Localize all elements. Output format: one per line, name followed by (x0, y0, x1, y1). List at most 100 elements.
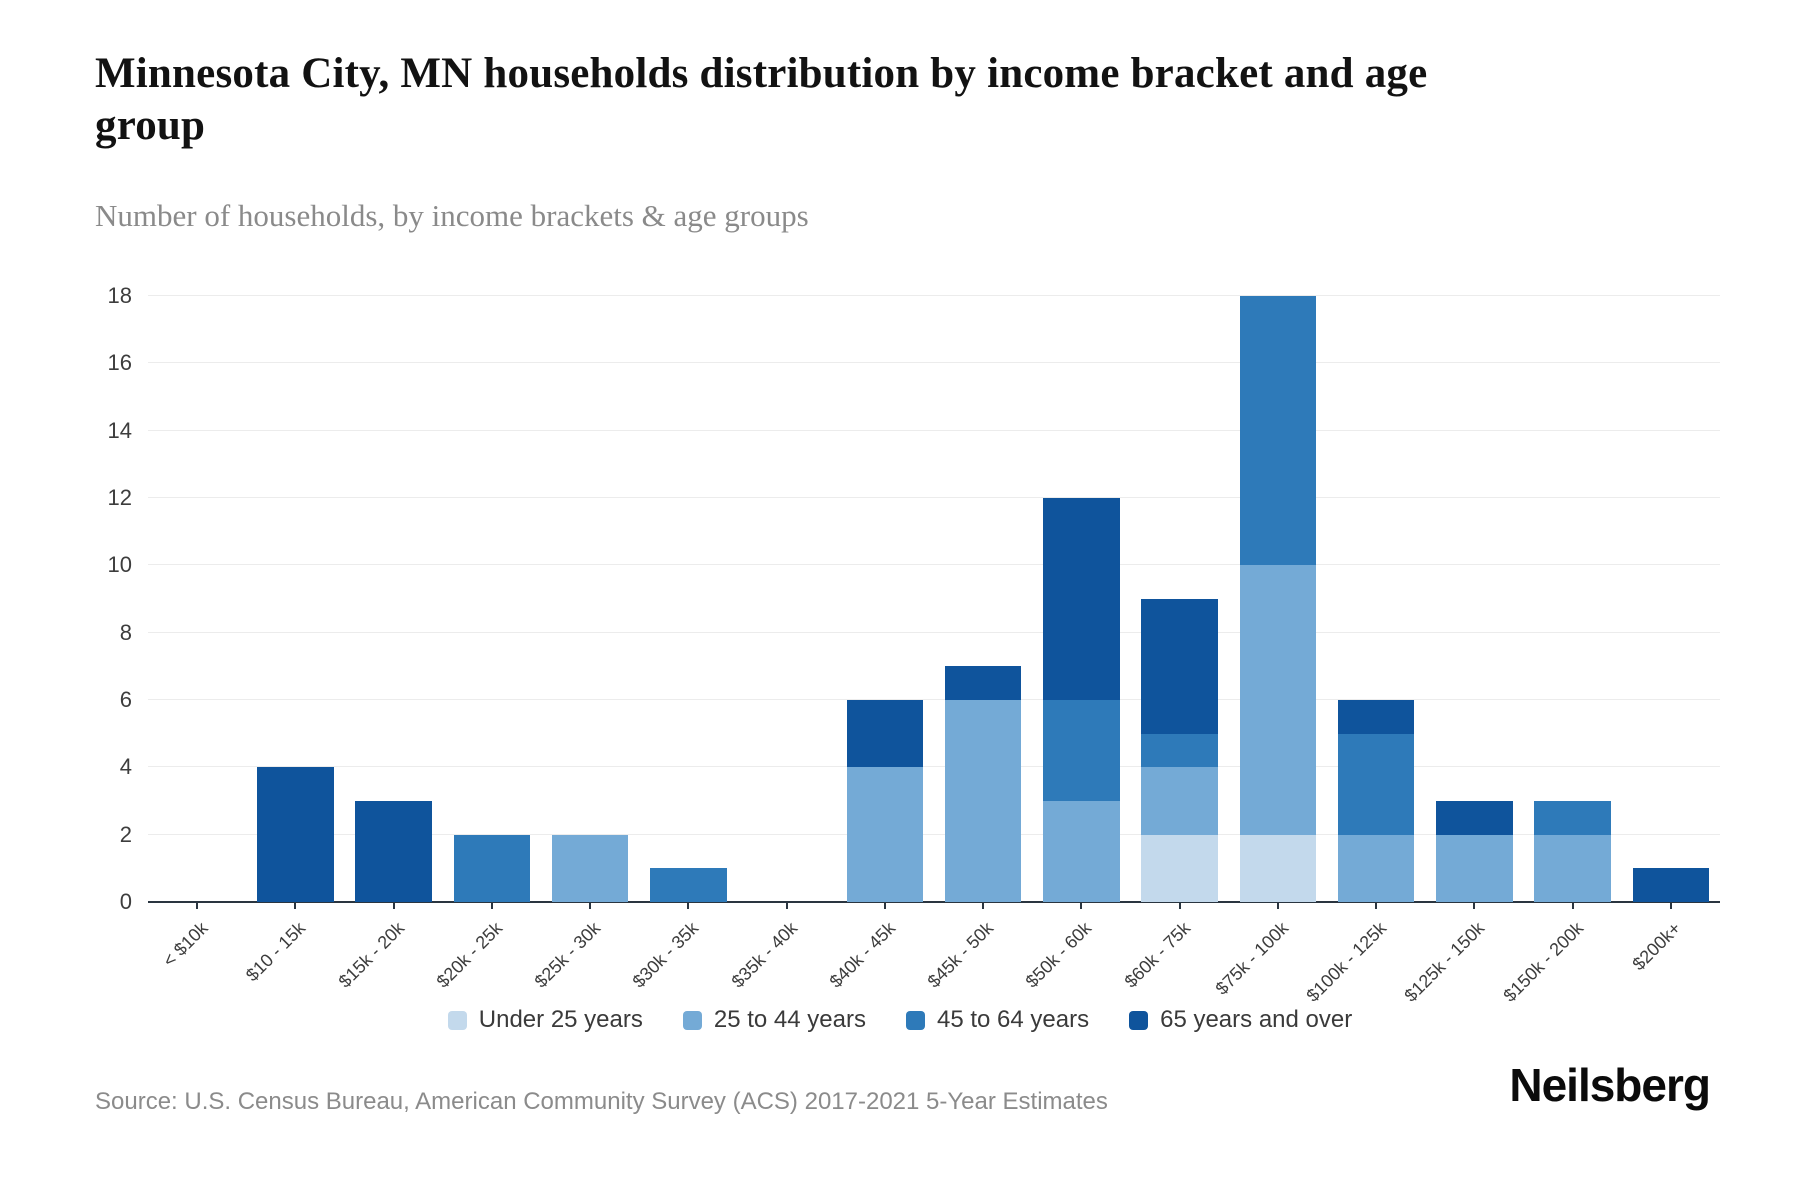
gridline-y-18 (148, 295, 1720, 296)
x-axis-tick (1669, 902, 1672, 909)
bar-75k-100k (1239, 296, 1317, 902)
x-axis-label-15: $200k+ (1628, 918, 1686, 975)
x-axis-label-10: $60k - 75k (1120, 918, 1194, 992)
chart-title: Minnesota City, MN households distributi… (95, 50, 1428, 150)
bar-45k-50k (944, 666, 1022, 902)
x-axis-label-13: $125k - 150k (1400, 918, 1489, 1006)
bar-segment-under-25-years (1239, 834, 1317, 902)
bar-segment-25-to-44-years (551, 834, 629, 902)
gridline-y-16 (148, 362, 1720, 364)
x-axis-tick (982, 902, 985, 909)
y-axis-tick-label-0: 0 (119, 889, 132, 914)
gridline-y-12 (148, 497, 1720, 498)
x-axis-tick (1375, 902, 1378, 909)
x-axis-tick (1178, 902, 1181, 909)
y-axis-tick-label-18: 18 (107, 283, 132, 308)
gridline-y-14 (148, 429, 1720, 431)
gridline-y-2 (148, 833, 1720, 835)
x-axis-tick (883, 902, 886, 909)
bar-50k-60k (1043, 498, 1120, 902)
x-axis-tick (1571, 902, 1574, 909)
legend-item-45-to-64-years: 45 to 64 years (905, 1006, 1090, 1034)
plot-area: 0 2 4 6 8 10 12 14 16 18 < $10k $10 - 15k $15k - 20k… (108, 283, 1720, 1006)
legend-label: 65 years and over (1160, 1006, 1353, 1033)
x-axis-tick (490, 902, 493, 909)
bar-segment-45-to-64-years (1337, 733, 1415, 835)
bar-segment-65-years-and-over (1043, 498, 1120, 700)
bar-segment-25-to-44-years (944, 700, 1022, 902)
source-text: Source: U.S. Census Bureau, American Com… (95, 1088, 1108, 1115)
x-axis-label-12: $100k - 125k (1302, 918, 1391, 1006)
bar-segment-65-years-and-over (1337, 700, 1415, 734)
x-axis-tick (294, 902, 297, 909)
x-axis-tick (1080, 902, 1083, 909)
legend-item-under-25-years: Under 25 years (447, 1006, 643, 1034)
bar-segment-25-to-44-years (1534, 834, 1611, 902)
bar-segment-65-years-and-over (257, 767, 334, 902)
bar-segment-65-years-and-over (355, 801, 432, 902)
x-axis-tick (785, 902, 788, 909)
x-axis-tick (1473, 902, 1476, 909)
legend-label: 25 to 44 years (713, 1006, 866, 1033)
y-axis-tick-label-2: 2 (119, 821, 132, 847)
x-axis-tick (687, 902, 690, 909)
bar-60k-75k (1141, 599, 1218, 902)
bar-125k-150k (1436, 801, 1513, 902)
bar-segment-25-to-44-years (1239, 565, 1317, 835)
legend-swatch (905, 1010, 925, 1030)
legend-label: 45 to 64 years (936, 1006, 1090, 1033)
bar-segment-45-to-64-years (1239, 296, 1317, 566)
legend-swatch (447, 1010, 467, 1030)
bar-10-15k (257, 767, 334, 902)
bar-segment-45-to-64-years (453, 834, 531, 902)
bar-200k (1632, 868, 1710, 902)
bar-segment-45-to-64-years (1141, 733, 1218, 768)
bar-segment-under-25-years (1141, 834, 1218, 902)
y-axis-tick-label-4: 4 (119, 754, 132, 780)
bar-segment-65-years-and-over (1632, 868, 1710, 902)
x-axis-label-0: < $10k (158, 918, 212, 971)
gridline-y-10 (148, 564, 1720, 566)
x-axis-label-1: $10 - 15k (242, 918, 310, 986)
bar-segment-45-to-64-years (650, 868, 727, 902)
legend-item-25-to-44-years: 25 to 44 years (682, 1006, 866, 1034)
bar-15k-20k (355, 801, 432, 902)
x-axis-tick (1276, 902, 1279, 909)
y-axis-tick-label-14: 14 (107, 417, 132, 443)
x-axis-label-5: $30k - 35k (628, 918, 703, 992)
y-axis-tick-label-12: 12 (107, 485, 132, 510)
x-axis-tick (589, 902, 592, 909)
x-axis-label-14: $150k - 200k (1499, 918, 1587, 1006)
x-axis-label-11: $75k - 100k (1211, 918, 1293, 999)
legend-label: Under 25 years (478, 1006, 643, 1033)
bar-100k-125k (1337, 700, 1415, 902)
y-axis-tick-label-16: 16 (107, 350, 132, 376)
bar-segment-25-to-44-years (1436, 834, 1513, 902)
bar-segment-65-years-and-over (846, 700, 924, 768)
x-axis-tick (196, 902, 199, 909)
x-axis-label-4: $25k - 30k (530, 918, 605, 992)
bar-segment-45-to-64-years (1043, 700, 1120, 801)
bar-segment-25-to-44-years (846, 767, 924, 902)
bar-25k-30k (551, 834, 629, 902)
bar-20k-25k (453, 834, 531, 902)
bar-segment-45-to-64-years (1534, 801, 1611, 835)
x-axis-label-7: $40k - 45k (825, 918, 900, 992)
y-axis-tick-label-6: 6 (119, 687, 132, 712)
bar-40k-45k (846, 700, 924, 902)
legend-item-65-years-and-over: 65 years and over (1129, 1006, 1352, 1034)
bar-30k-35k (650, 868, 727, 902)
x-axis-line (148, 901, 1720, 903)
x-axis-label-3: $20k - 25k (432, 918, 507, 992)
x-axis-label-9: $50k - 60k (1021, 918, 1096, 992)
gridline-y-8 (148, 631, 1720, 633)
legend: Under 25 years 25 to 44 years 45 to 64 yea… (0, 1006, 1800, 1034)
chart-subtitle: Number of households, by income brackets… (95, 198, 809, 233)
x-axis-label-6: $35k - 40k (727, 918, 801, 992)
gridline-y-6 (148, 699, 1720, 700)
x-axis-label-8: $45k - 50k (923, 918, 998, 992)
bar-150k-200k (1534, 801, 1611, 902)
bar-segment-65-years-and-over (1436, 801, 1513, 835)
bar-segment-25-to-44-years (1337, 834, 1415, 902)
